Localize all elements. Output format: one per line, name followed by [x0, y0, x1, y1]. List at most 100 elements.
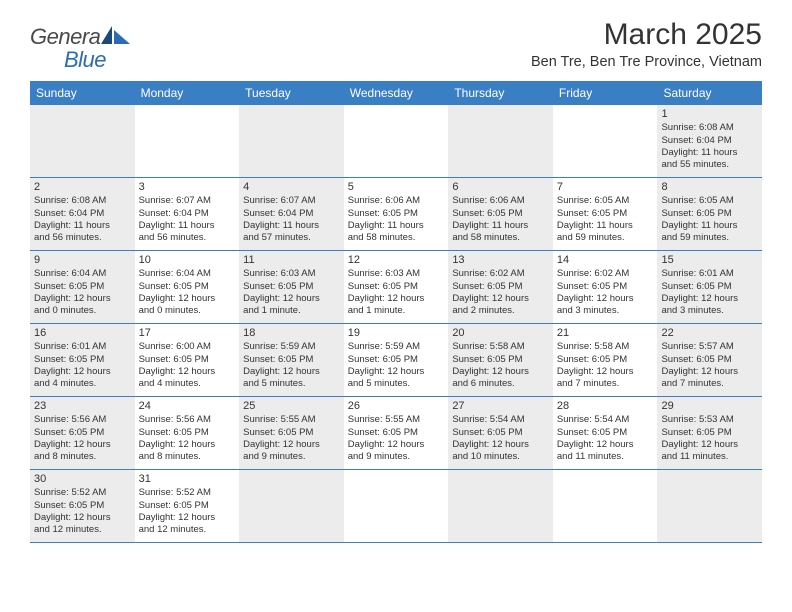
- day-info-line: Sunset: 6:05 PM: [243, 354, 340, 366]
- day-info-line: and 4 minutes.: [34, 378, 131, 390]
- day-info-line: Sunset: 6:05 PM: [557, 354, 654, 366]
- day-info-line: Daylight: 12 hours: [348, 366, 445, 378]
- day-number: 31: [139, 472, 236, 486]
- day-info-line: Sunrise: 6:06 AM: [452, 195, 549, 207]
- day-number: 8: [661, 180, 758, 194]
- day-info-line: Sunset: 6:05 PM: [452, 354, 549, 366]
- day-info-line: Sunset: 6:04 PM: [34, 208, 131, 220]
- day-info-line: Daylight: 11 hours: [661, 220, 758, 232]
- day-info-line: and 8 minutes.: [139, 451, 236, 463]
- day-header: Friday: [553, 81, 658, 105]
- day-info-line: and 12 minutes.: [139, 524, 236, 536]
- day-info-line: and 12 minutes.: [34, 524, 131, 536]
- day-info-line: Sunrise: 5:52 AM: [34, 487, 131, 499]
- day-info-line: and 10 minutes.: [452, 451, 549, 463]
- day-cell: 18Sunrise: 5:59 AMSunset: 6:05 PMDayligh…: [239, 324, 344, 396]
- day-info-line: and 9 minutes.: [348, 451, 445, 463]
- day-cell: [239, 470, 344, 542]
- day-cell: [448, 470, 553, 542]
- day-info-line: Sunset: 6:04 PM: [661, 135, 758, 147]
- day-info-line: Sunset: 6:05 PM: [139, 281, 236, 293]
- calendar-body: 1Sunrise: 6:08 AMSunset: 6:04 PMDaylight…: [30, 105, 762, 543]
- day-info-line: Sunset: 6:05 PM: [661, 281, 758, 293]
- day-info-line: and 0 minutes.: [139, 305, 236, 317]
- day-info-line: Sunset: 6:04 PM: [139, 208, 236, 220]
- day-info-line: Sunset: 6:05 PM: [452, 208, 549, 220]
- month-title: March 2025: [531, 18, 762, 52]
- day-cell: 14Sunrise: 6:02 AMSunset: 6:05 PMDayligh…: [553, 251, 658, 323]
- day-info-line: Sunrise: 6:07 AM: [243, 195, 340, 207]
- day-info-line: Daylight: 12 hours: [34, 439, 131, 451]
- day-cell: 29Sunrise: 5:53 AMSunset: 6:05 PMDayligh…: [657, 397, 762, 469]
- day-info-line: Sunrise: 6:03 AM: [348, 268, 445, 280]
- day-number: 19: [348, 326, 445, 340]
- day-info-line: and 5 minutes.: [243, 378, 340, 390]
- day-number: 23: [34, 399, 131, 413]
- day-header: Thursday: [448, 81, 553, 105]
- day-cell: 1Sunrise: 6:08 AMSunset: 6:04 PMDaylight…: [657, 105, 762, 177]
- day-info-line: Sunrise: 6:07 AM: [139, 195, 236, 207]
- day-number: 26: [348, 399, 445, 413]
- day-number: 30: [34, 472, 131, 486]
- title-block: March 2025 Ben Tre, Ben Tre Province, Vi…: [531, 18, 762, 70]
- day-info-line: Sunset: 6:05 PM: [661, 208, 758, 220]
- day-cell: 11Sunrise: 6:03 AMSunset: 6:05 PMDayligh…: [239, 251, 344, 323]
- day-number: 18: [243, 326, 340, 340]
- day-info-line: Sunrise: 5:56 AM: [139, 414, 236, 426]
- day-info-line: and 58 minutes.: [348, 232, 445, 244]
- header: Genera Blue March 2025 Ben Tre, Ben Tre …: [30, 18, 762, 73]
- day-info-line: Sunrise: 6:00 AM: [139, 341, 236, 353]
- day-info-line: Sunrise: 5:57 AM: [661, 341, 758, 353]
- day-number: 1: [661, 107, 758, 121]
- day-info-line: Sunrise: 5:52 AM: [139, 487, 236, 499]
- day-cell: 8Sunrise: 6:05 AMSunset: 6:05 PMDaylight…: [657, 178, 762, 250]
- day-cell: 20Sunrise: 5:58 AMSunset: 6:05 PMDayligh…: [448, 324, 553, 396]
- day-info-line: Daylight: 12 hours: [34, 366, 131, 378]
- day-info-line: and 58 minutes.: [452, 232, 549, 244]
- day-number: 22: [661, 326, 758, 340]
- day-number: 3: [139, 180, 236, 194]
- day-number: 29: [661, 399, 758, 413]
- day-info-line: Daylight: 11 hours: [139, 220, 236, 232]
- day-header: Tuesday: [239, 81, 344, 105]
- day-number: 4: [243, 180, 340, 194]
- day-info-line: and 3 minutes.: [557, 305, 654, 317]
- day-info-line: Sunrise: 6:02 AM: [557, 268, 654, 280]
- location-text: Ben Tre, Ben Tre Province, Vietnam: [531, 54, 762, 70]
- day-info-line: Daylight: 12 hours: [452, 293, 549, 305]
- day-cell: [30, 105, 135, 177]
- day-info-line: and 1 minute.: [348, 305, 445, 317]
- day-info-line: and 59 minutes.: [557, 232, 654, 244]
- day-info-line: Sunset: 6:05 PM: [557, 281, 654, 293]
- day-cell: 3Sunrise: 6:07 AMSunset: 6:04 PMDaylight…: [135, 178, 240, 250]
- day-number: 24: [139, 399, 236, 413]
- day-number: 6: [452, 180, 549, 194]
- day-cell: 17Sunrise: 6:00 AMSunset: 6:05 PMDayligh…: [135, 324, 240, 396]
- day-number: 9: [34, 253, 131, 267]
- day-info-line: Daylight: 12 hours: [243, 439, 340, 451]
- day-info-line: Daylight: 12 hours: [243, 366, 340, 378]
- day-info-line: Sunrise: 5:55 AM: [243, 414, 340, 426]
- day-info-line: Sunrise: 5:58 AM: [452, 341, 549, 353]
- day-cell: 27Sunrise: 5:54 AMSunset: 6:05 PMDayligh…: [448, 397, 553, 469]
- day-cell: 25Sunrise: 5:55 AMSunset: 6:05 PMDayligh…: [239, 397, 344, 469]
- day-number: 15: [661, 253, 758, 267]
- day-cell: [135, 105, 240, 177]
- day-cell: 5Sunrise: 6:06 AMSunset: 6:05 PMDaylight…: [344, 178, 449, 250]
- day-info-line: Daylight: 11 hours: [348, 220, 445, 232]
- day-cell: [657, 470, 762, 542]
- day-cell: 28Sunrise: 5:54 AMSunset: 6:05 PMDayligh…: [553, 397, 658, 469]
- week-row: 23Sunrise: 5:56 AMSunset: 6:05 PMDayligh…: [30, 397, 762, 470]
- day-info-line: Sunrise: 5:55 AM: [348, 414, 445, 426]
- day-cell: 16Sunrise: 6:01 AMSunset: 6:05 PMDayligh…: [30, 324, 135, 396]
- week-row: 9Sunrise: 6:04 AMSunset: 6:05 PMDaylight…: [30, 251, 762, 324]
- day-cell: [448, 105, 553, 177]
- day-info-line: and 7 minutes.: [661, 378, 758, 390]
- day-info-line: and 3 minutes.: [661, 305, 758, 317]
- day-info-line: Sunrise: 5:56 AM: [34, 414, 131, 426]
- day-info-line: Sunrise: 5:58 AM: [557, 341, 654, 353]
- day-header: Wednesday: [344, 81, 449, 105]
- day-info-line: Sunset: 6:05 PM: [34, 427, 131, 439]
- day-info-line: Sunset: 6:05 PM: [348, 208, 445, 220]
- day-info-line: Daylight: 12 hours: [661, 366, 758, 378]
